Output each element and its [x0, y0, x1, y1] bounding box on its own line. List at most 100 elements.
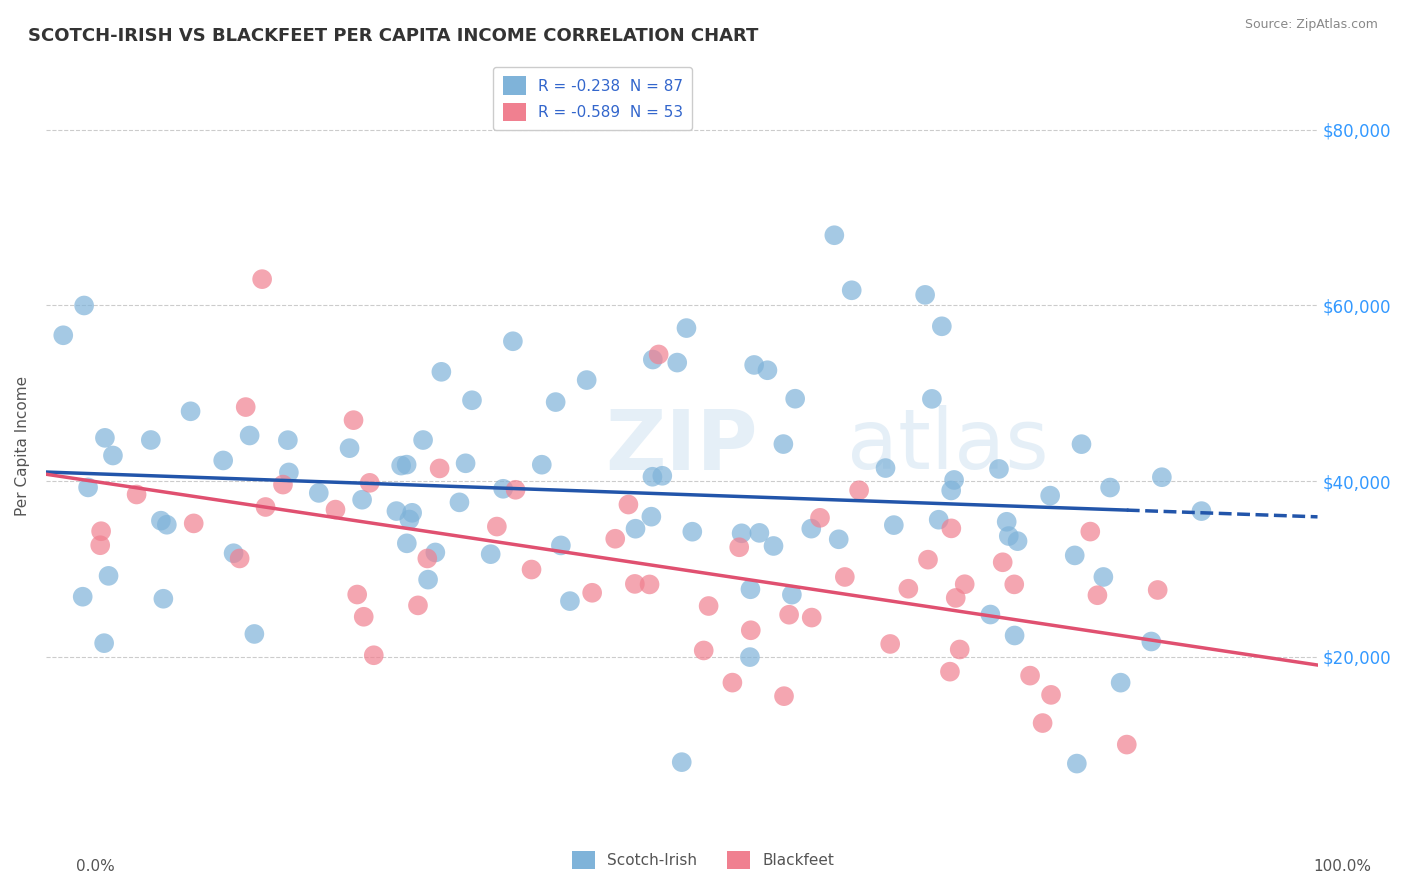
Point: [277, 433, 299, 447]
Point: [101, 449, 124, 463]
Point: [550, 538, 572, 552]
Point: [277, 466, 299, 480]
Y-axis label: Per Capita Income: Per Capita Income: [15, 376, 30, 516]
Point: [917, 552, 939, 566]
Point: [1109, 675, 1132, 690]
Point: [941, 521, 963, 535]
Point: [738, 650, 761, 665]
Point: [461, 393, 484, 408]
Point: [879, 637, 901, 651]
Point: [883, 518, 905, 533]
Point: [697, 599, 720, 613]
Point: [773, 689, 796, 703]
Point: [1092, 570, 1115, 584]
Text: Source: ZipAtlas.com: Source: ZipAtlas.com: [1244, 18, 1378, 31]
Legend: Scotch-Irish, Blackfeet: Scotch-Irish, Blackfeet: [565, 845, 841, 875]
Point: [941, 483, 963, 498]
Point: [808, 511, 831, 525]
Point: [681, 524, 703, 539]
Point: [581, 586, 603, 600]
Point: [1004, 628, 1026, 642]
Point: [1019, 668, 1042, 682]
Legend: R = -0.238  N = 87, R = -0.589  N = 53: R = -0.238 N = 87, R = -0.589 N = 53: [494, 67, 692, 130]
Point: [921, 392, 943, 406]
Point: [454, 456, 477, 470]
Point: [1039, 489, 1062, 503]
Point: [762, 539, 785, 553]
Point: [995, 515, 1018, 529]
Point: [1099, 481, 1122, 495]
Point: [848, 483, 870, 498]
Point: [94, 431, 117, 445]
Point: [89, 538, 111, 552]
Point: [914, 288, 936, 302]
Point: [1032, 716, 1054, 731]
Point: [897, 582, 920, 596]
Point: [800, 522, 823, 536]
Point: [641, 469, 664, 483]
Point: [943, 473, 966, 487]
Point: [1007, 534, 1029, 549]
Point: [1078, 524, 1101, 539]
Point: [97, 569, 120, 583]
Point: [425, 545, 447, 559]
Point: [671, 755, 693, 769]
Point: [953, 577, 976, 591]
Point: [72, 590, 94, 604]
Point: [125, 487, 148, 501]
Point: [243, 627, 266, 641]
Point: [385, 504, 408, 518]
Point: [605, 532, 627, 546]
Point: [730, 526, 752, 541]
Point: [502, 334, 524, 349]
Point: [90, 524, 112, 539]
Point: [1146, 582, 1168, 597]
Point: [641, 352, 664, 367]
Point: [339, 441, 361, 455]
Point: [1087, 588, 1109, 602]
Point: [1150, 470, 1173, 484]
Point: [988, 462, 1011, 476]
Point: [638, 577, 661, 591]
Point: [558, 594, 581, 608]
Point: [389, 458, 412, 473]
Point: [1002, 577, 1025, 591]
Point: [740, 582, 762, 597]
Point: [429, 461, 451, 475]
Point: [1140, 634, 1163, 648]
Point: [1191, 504, 1213, 518]
Point: [363, 648, 385, 663]
Point: [1070, 437, 1092, 451]
Point: [931, 319, 953, 334]
Point: [666, 355, 689, 369]
Point: [624, 522, 647, 536]
Point: [1115, 738, 1137, 752]
Point: [342, 413, 364, 427]
Point: [395, 536, 418, 550]
Point: [479, 547, 502, 561]
Point: [412, 433, 434, 447]
Point: [693, 643, 716, 657]
Point: [395, 458, 418, 472]
Point: [991, 555, 1014, 569]
Point: [239, 428, 262, 442]
Point: [359, 475, 381, 490]
Text: 0.0%: 0.0%: [76, 859, 115, 874]
Point: [235, 400, 257, 414]
Text: 100.0%: 100.0%: [1313, 859, 1372, 874]
Point: [1040, 688, 1063, 702]
Point: [352, 492, 374, 507]
Point: [756, 363, 779, 377]
Point: [834, 570, 856, 584]
Text: atlas: atlas: [846, 406, 1049, 486]
Point: [1063, 549, 1085, 563]
Point: [406, 599, 429, 613]
Point: [250, 272, 273, 286]
Point: [254, 500, 277, 514]
Point: [617, 498, 640, 512]
Point: [740, 624, 762, 638]
Point: [449, 495, 471, 509]
Point: [77, 480, 100, 494]
Point: [492, 482, 515, 496]
Point: [949, 642, 972, 657]
